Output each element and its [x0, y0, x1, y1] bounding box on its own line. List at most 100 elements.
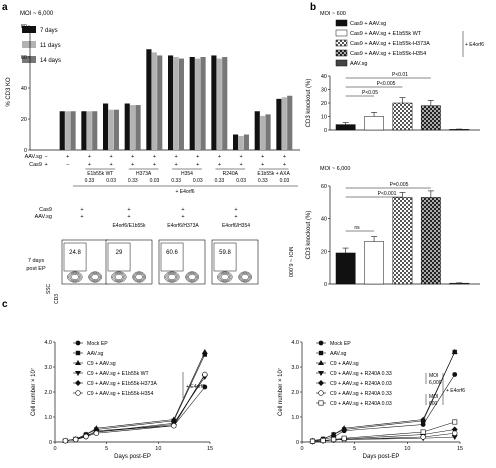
a-bar: [216, 58, 222, 150]
c-point: [93, 430, 100, 436]
b-legend-label-4: AAV.sg: [350, 61, 367, 67]
b-bar: [392, 197, 413, 285]
b-legend-e4-label: + E4orf6: [465, 42, 484, 48]
flow-aav-1: +: [80, 214, 83, 220]
c-right-moi-hi-1: MOI: [429, 373, 438, 379]
c-point: [451, 349, 458, 354]
flow-moi-label: MOI ~ 6,000: [287, 247, 293, 277]
b-bar: [420, 105, 441, 131]
flow-contour: [241, 274, 249, 280]
flow-contour: [67, 271, 83, 283]
a-dose-label: 0.33: [258, 178, 268, 184]
a-bar: [81, 111, 87, 150]
flow-contour: [88, 271, 102, 283]
flow-row-title-1: 7 days: [28, 258, 44, 264]
panel-a-e4-label: + E4orf6: [175, 189, 194, 195]
a-cond-cas9: +: [88, 162, 91, 168]
c-y-label: Cell number × 10⁷: [30, 368, 37, 416]
b-bar: [364, 241, 384, 285]
flow-row-aavsg: AAV.sg: [35, 214, 52, 220]
a-bar: [146, 49, 152, 150]
c-legend-marker: [318, 371, 324, 376]
b-y-label: CD3 knockout (%): [306, 211, 312, 260]
c-legend-marker: [75, 350, 81, 356]
c-legend-label: C9 + AAV.sg + E1b55k-H354: [87, 391, 153, 397]
flow-aav-3: +: [181, 214, 184, 220]
flow-contour: [166, 273, 178, 281]
flow-contour: [218, 272, 232, 282]
flow-contour: [185, 271, 199, 283]
c-legend-marker: [75, 380, 81, 386]
c-point: [452, 430, 458, 436]
a-cond-aav: +: [175, 154, 178, 160]
b-legend-swatch-3: [335, 49, 348, 57]
b-bar: [335, 124, 356, 131]
c-legend-label: AAV.sg: [330, 351, 347, 357]
c-legend-marker: [75, 390, 81, 396]
c-legend-marker: [75, 340, 81, 346]
c-legend-label: C9 + AAV.sg: [330, 361, 359, 367]
c-point: [170, 416, 177, 422]
b-bottom-p3: ns: [354, 225, 360, 231]
c-right-moi-lo-1: MOI: [429, 394, 438, 400]
a-cond-cas9: +: [110, 162, 113, 168]
a-dose-label: 0.03: [150, 178, 160, 184]
a-cond-aav: +: [240, 154, 243, 160]
b-y-tick-label: 20: [321, 101, 327, 107]
a-bar: [287, 95, 293, 150]
a-group-label: H373A: [136, 171, 152, 177]
b-y-label: CD3 knockout (%): [306, 79, 312, 128]
flow-contour: [187, 273, 197, 281]
c-legend-marker: [318, 360, 324, 365]
flow-contour: [135, 274, 143, 280]
flow-contour: [239, 272, 251, 282]
c-legend-label: C9 + AAV.sg + R240A 0.33: [330, 371, 392, 377]
a-bar: [195, 58, 201, 150]
c-point: [420, 429, 426, 435]
panel-c-right-chart: 0 1.0 2.0 3.0 4.0 0 5 10 15 Days post-EP Cell numb…: [277, 340, 463, 460]
a-cond-aav: +: [261, 154, 264, 160]
flow-gate: [63, 242, 87, 272]
a-bar: [260, 115, 266, 150]
flow-contour: [240, 273, 250, 281]
c-legend-label: AAV.sg: [87, 351, 104, 357]
a-y-tick-label: 20: [21, 117, 27, 123]
panel-b-bottom-chart: 0 20 40 60 CD3 knockout (%): [306, 184, 480, 288]
panel-a-conditions: − + + − + + + + + + + + + + + + + + + + + + + +: [45, 154, 287, 168]
a-bar: [222, 57, 228, 150]
c-legend-marker: [318, 390, 324, 396]
panel-letter-a: a: [2, 2, 8, 13]
c-point: [451, 426, 458, 433]
flow-contour: [132, 271, 146, 283]
flow-plot-frame: [158, 239, 206, 285]
flow-col-e1b55k: E4orf6/E1b55k: [112, 223, 146, 229]
panel-a-groups: E1b55k WT H373A H354 R240A E1b55k + AXA: [85, 168, 290, 177]
c-x-tick-label: 5: [353, 446, 356, 452]
b-legend-label-1: Cas9 + AAV.sg + E1b55k WT: [350, 31, 422, 37]
panel-b-top-chart: 0 10 20 30 40 CD3 knockout (%): [306, 74, 480, 134]
a-bar: [113, 109, 119, 150]
c-legend-label: C9 + AAV.sg + E1b55k-H373A: [87, 381, 157, 387]
flow-aav-4: +: [234, 214, 237, 220]
a-cond-aav: +: [66, 154, 69, 160]
flow-contour: [165, 272, 179, 282]
c-point: [171, 423, 177, 429]
b-bottom-p1: P=0.005: [390, 182, 409, 188]
b-legend-swatch-4: [335, 59, 348, 67]
c-point: [420, 434, 426, 440]
b-y-tick-label: 40: [321, 74, 327, 80]
flow-gate: [107, 242, 131, 272]
flow-percent: 59.8: [219, 250, 231, 256]
c-legend-label: C9 + AAV.sg + R240A 0.33: [330, 391, 392, 397]
flow-contour: [91, 274, 99, 280]
panel-c-right-legend: Mock EP AAV.sg C9 + AAV.sg C9 + AAV.sg + R2…: [316, 340, 392, 407]
flow-contour: [68, 272, 82, 282]
a-cond-aav: +: [196, 154, 199, 160]
b-y-tick-label: 40: [321, 217, 327, 223]
a-cond-cas9: +: [283, 162, 286, 168]
c-x-tick-label: 0: [53, 446, 56, 452]
c-point: [331, 436, 337, 442]
flow-header: Cas9 AAV.sg + + + + + + + + E4orf6/E1b55…: [35, 207, 251, 229]
b-y-tick-label: 30: [321, 88, 327, 94]
c-y-tick-label: 2.0: [44, 390, 52, 396]
